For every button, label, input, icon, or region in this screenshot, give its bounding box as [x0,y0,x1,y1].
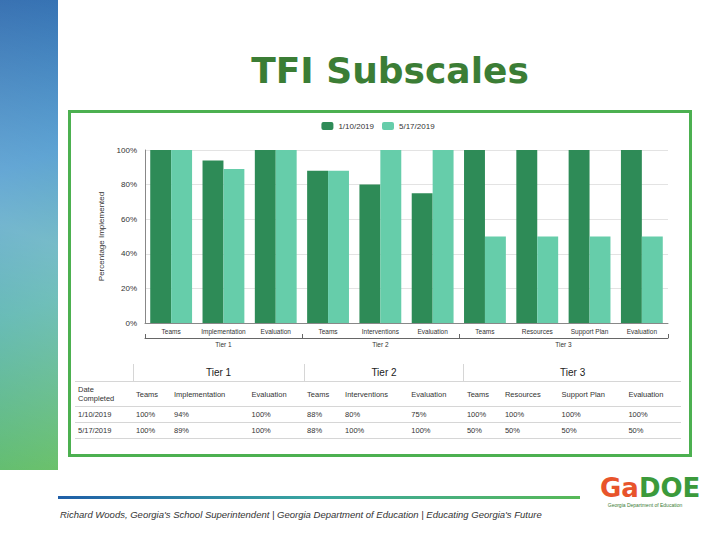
html-text:50%: 50% [466,426,482,435]
html-text:75%: 75% [411,410,427,419]
svg-text:Evaluation: Evaluation [417,328,448,335]
html-text:89%: 89% [174,426,189,435]
html-text:Georgia Department of Educatio: Georgia Department of Education [607,502,683,508]
html-text:94%: 94% [174,410,189,419]
html-text:50%: 50% [561,426,577,435]
svg-text:5/17/2019: 5/17/2019 [399,122,435,131]
svg-text:Tier 3: Tier 3 [555,341,572,348]
html-text:100%: 100% [504,410,525,419]
html-text:50%: 50% [628,426,644,435]
svg-text:0%: 0% [125,319,137,328]
html-text:TFI Subscales: TFI Subscales [251,50,529,91]
html-text:Tier 1: Tier 1 [205,367,232,378]
html-text:1/10/2019: 1/10/2019 [78,410,112,419]
html-text:100%: 100% [251,410,271,419]
html-text:Teams: Teams [136,389,159,399]
html-text:Interventions: Interventions [345,389,388,399]
svg-text:Tier 1: Tier 1 [215,341,232,348]
html-text:Richard Woods, Georgia's Schoo: Richard Woods, Georgia's School Superint… [60,509,542,520]
html-text:100%: 100% [251,426,271,435]
svg-text:Teams: Teams [475,328,495,335]
html-text:88%: 88% [307,410,323,419]
svg-text:Percentage Implemented: Percentage Implemented [97,192,106,281]
html-text:Date Completed: Date Completed [78,385,115,403]
html-text:Tier 3: Tier 3 [560,367,586,378]
html-text:Teams: Teams [307,389,330,399]
svg-text:40%: 40% [121,249,137,258]
html-text:100%: 100% [411,426,431,435]
svg-text:100%: 100% [117,146,137,155]
html-text:100%: 100% [466,410,487,419]
html-text:Implementation: Implementation [174,389,226,399]
svg-text:Implementation: Implementation [201,328,246,336]
html-text:Evaluation: Evaluation [628,389,664,399]
svg-text:Resources: Resources [522,328,554,335]
html-text:5/17/2019: 5/17/2019 [78,426,112,435]
svg-text:20%: 20% [121,284,137,293]
svg-text:60%: 60% [121,215,137,224]
svg-text:80%: 80% [121,180,137,189]
html-text:Tier 2: Tier 2 [371,367,397,378]
svg-text:Teams: Teams [162,328,182,335]
html-text:50%: 50% [504,426,520,435]
html-text:Support Plan: Support Plan [561,389,605,399]
html-text:100%: 100% [628,410,648,419]
svg-text:1/10/2019: 1/10/2019 [338,122,374,131]
html-text:100%: 100% [561,410,581,419]
html-text:Ga DOE: Ga DOE [600,473,701,503]
svg-text:Interventions: Interventions [362,328,400,335]
html-text:100%: 100% [136,410,156,419]
svg-text:Evaluation: Evaluation [627,328,658,335]
html-text:100%: 100% [345,426,365,435]
svg-text:Teams: Teams [318,328,338,335]
html-text:100%: 100% [136,426,156,435]
html-text:Teams: Teams [466,389,489,399]
svg-text:Tier 2: Tier 2 [372,341,389,348]
svg-text:Evaluation: Evaluation [261,328,292,335]
html-text:Resources: Resources [504,389,541,399]
html-text:88%: 88% [307,426,323,435]
html-text:80%: 80% [345,410,361,419]
html-text:Evaluation: Evaluation [411,389,447,399]
svg-text:Support Plan: Support Plan [571,328,609,336]
html-text:Evaluation: Evaluation [251,389,287,399]
